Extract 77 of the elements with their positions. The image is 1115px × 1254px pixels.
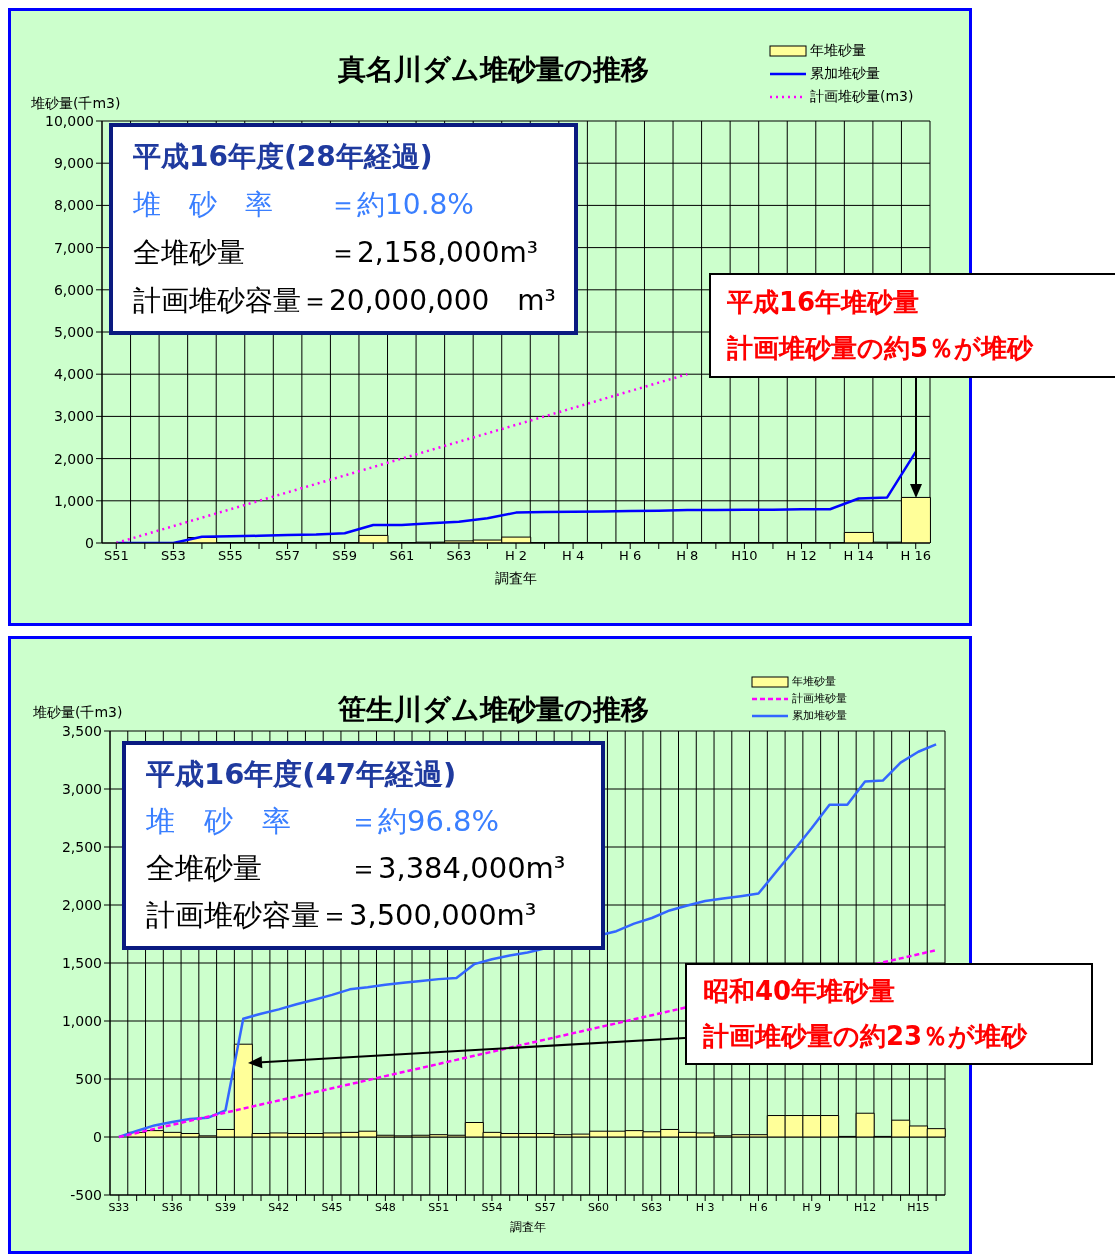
y-tick-label: 10,000 (45, 112, 94, 129)
x-tick-label: H 3 (695, 1200, 715, 1214)
text-box: 昭和40年堆砂量 計画堆砂量の約23％が堆砂 (685, 963, 1093, 1065)
y-tick-label: 1,000 (53, 492, 94, 509)
annotation: 平成16年度(47年経過) (146, 755, 458, 793)
annotation: 計画堆砂量の約23％が堆砂 (703, 1020, 1029, 1053)
legend-label: 累加堆砂量 (792, 708, 847, 723)
x-tick-label: S39 (214, 1200, 236, 1214)
y-tick-label: 9,000 (53, 155, 94, 172)
y-tick-label: 1,000 (61, 1012, 102, 1029)
y-tick-label: 2,000 (53, 450, 94, 467)
y-tick-label: 0 (85, 534, 94, 551)
x-tick-label: S55 (218, 548, 243, 564)
chart-title: 真名川ダム堆砂量の推移 (337, 53, 649, 86)
x-tick-label: S42 (268, 1200, 290, 1214)
x-tick-label: S33 (108, 1200, 130, 1214)
x-tick-label: H12 (853, 1200, 877, 1214)
y-tick-label: 5,000 (53, 323, 94, 340)
x-tick-label: S57 (275, 548, 300, 564)
annotation: 計画堆砂容量＝3,500,000m³ (146, 897, 538, 935)
annotation: 堆 砂 率 ＝約10.8% (133, 187, 475, 223)
legend-label: 年堆砂量 (810, 41, 866, 60)
x-axis-title: 調査年 (495, 570, 537, 586)
x-tick-label: S36 (161, 1200, 183, 1214)
x-tick-label: H 14 (843, 548, 874, 564)
x-tick-label: S61 (389, 548, 415, 564)
annotation: 平成16年度(28年経過) (133, 139, 434, 175)
x-tick-label: H 12 (786, 548, 817, 564)
x-tick-label: H 9 (802, 1200, 822, 1214)
y-axis-title: 堆砂量(千m3) (31, 95, 121, 113)
y-axis-title: 堆砂量(千m3) (33, 704, 123, 722)
y-tick-label: 2,500 (61, 838, 102, 855)
y-tick-label: 4,000 (53, 366, 94, 383)
text-box: 平成16年堆砂量 計画堆砂量の約5％が堆砂 (709, 273, 1115, 378)
x-tick-label: S53 (160, 548, 186, 564)
y-tick-label: 6,000 (53, 281, 94, 298)
x-tick-label: H15 (907, 1200, 930, 1214)
y-tick-label: 500 (75, 1070, 102, 1087)
x-tick-label: S60 (588, 1200, 610, 1214)
annotation: 計画堆砂量の約5％が堆砂 (727, 332, 1035, 366)
x-tick-label: H 16 (900, 548, 931, 564)
y-tick-label: 2,000 (61, 896, 102, 913)
annotation: 平成16年堆砂量 (727, 285, 921, 319)
y-tick-label: 8,000 (53, 197, 94, 214)
annotation: 全堆砂量 ＝3,384,000m³ (146, 850, 567, 888)
x-tick-label: S48 (374, 1200, 396, 1214)
x-tick-label: S51 (103, 548, 129, 564)
x-tick-label: S59 (332, 548, 358, 564)
y-tick-label: -500 (70, 1186, 102, 1203)
x-tick-label: H 8 (676, 548, 699, 564)
annotation: 堆 砂 率 ＝約96.8% (146, 802, 501, 840)
legend-label: 計画堆砂量 (792, 691, 847, 706)
annotation: 計画堆砂容量＝20,000,000 m³ (133, 283, 556, 319)
x-axis-title: 調査年 (509, 1220, 546, 1234)
y-tick-label: 3,000 (61, 780, 102, 797)
x-tick-label: H 4 (562, 548, 585, 564)
x-tick-label: S63 (641, 1200, 663, 1214)
x-tick-label: S63 (446, 548, 472, 564)
x-tick-label: S54 (481, 1200, 503, 1214)
x-tick-label: S45 (321, 1200, 343, 1214)
y-tick-label: 1,500 (61, 954, 102, 971)
x-tick-label: H 6 (749, 1200, 768, 1214)
x-tick-label: S51 (428, 1200, 450, 1214)
y-tick-label: 3,500 (61, 722, 102, 739)
legend-label: 年堆砂量 (792, 674, 836, 689)
x-tick-label: H10 (731, 548, 758, 564)
x-tick-label: H 6 (619, 548, 642, 564)
chart-title: 笹生川ダム堆砂量の推移 (337, 693, 649, 726)
x-tick-label: H 2 (504, 548, 528, 564)
y-tick-label: 7,000 (53, 239, 94, 256)
legend-label: 計画堆砂量(m3) (810, 87, 914, 106)
annotation: 全堆砂量 ＝2,158,000m³ (133, 235, 539, 271)
y-tick-label: 3,000 (53, 408, 94, 425)
legend-label: 累加堆砂量 (810, 64, 880, 83)
annotation: 昭和40年堆砂量 (703, 975, 897, 1008)
x-tick-label: S57 (534, 1200, 556, 1214)
y-tick-label: 0 (93, 1128, 102, 1145)
